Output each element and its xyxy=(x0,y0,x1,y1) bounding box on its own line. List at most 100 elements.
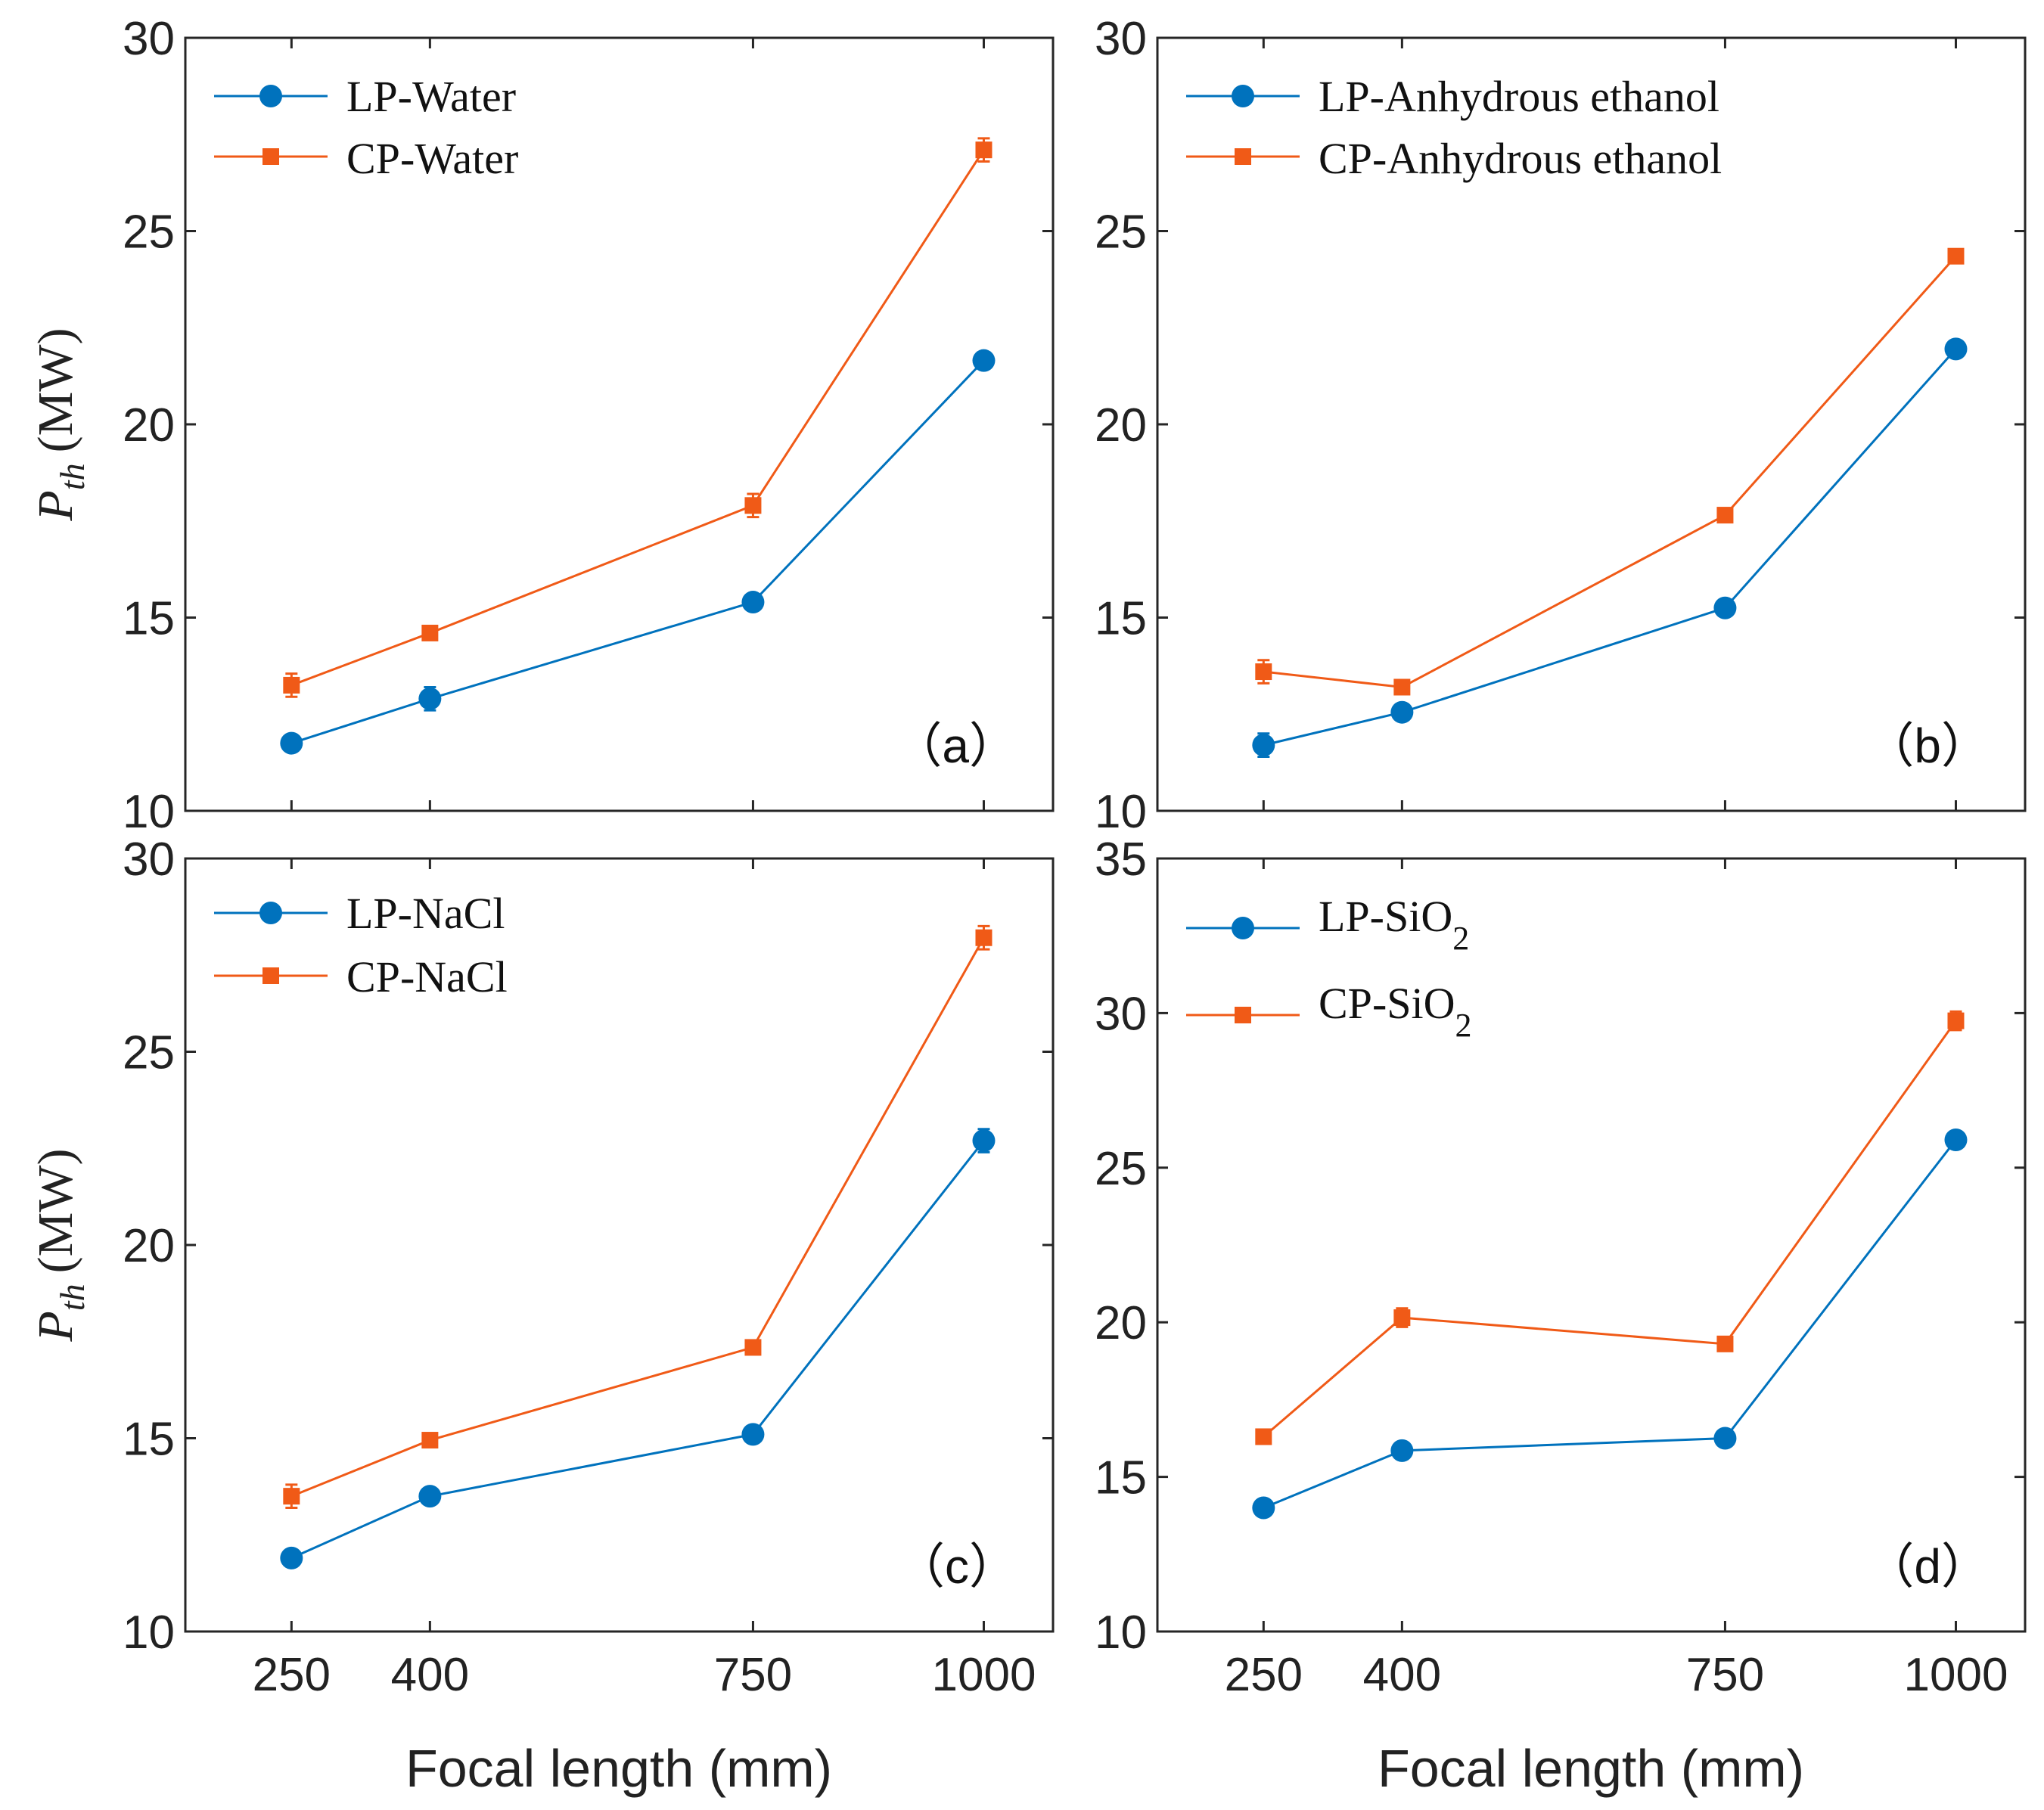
y-tick-label: 30 xyxy=(1095,13,1147,65)
y-tick-label: 20 xyxy=(123,1220,175,1272)
y-tick-label: 20 xyxy=(1095,399,1147,452)
legend-lp-marker xyxy=(1232,85,1254,107)
x-axis-label-left: Focal length (mm) xyxy=(405,1739,832,1798)
legend-lp-marker xyxy=(259,902,282,924)
data-point-lp xyxy=(1252,1496,1275,1520)
series-line-lp xyxy=(290,359,985,745)
x-tick-label: 400 xyxy=(1363,1649,1441,1701)
series-line-cp xyxy=(290,149,985,687)
data-point-cp xyxy=(1716,507,1734,524)
y-tick-label: 20 xyxy=(1095,1297,1147,1349)
y-tick-label: 30 xyxy=(123,834,175,886)
data-point-lp xyxy=(1390,1439,1414,1462)
x-tick-label: 250 xyxy=(253,1649,331,1701)
data-point-cp xyxy=(1255,663,1272,681)
series-line-cp xyxy=(1263,1020,1957,1438)
data-point-lp xyxy=(1252,734,1275,757)
legend-cp-ethanol-label: CP-Anhydrous ethanol xyxy=(1319,134,1722,183)
data-point-lp xyxy=(1713,1427,1737,1450)
y-tick-label: 25 xyxy=(1095,1143,1147,1195)
legend-cp-water-label: CP-Water xyxy=(346,134,518,183)
x-tick-label: 1000 xyxy=(1904,1649,2008,1701)
legend-lp-water-label: LP-Water xyxy=(346,72,516,121)
series-line-cp xyxy=(290,937,985,1498)
panel-a-legend: LP-Water CP-Water xyxy=(214,72,518,183)
data-point-cp xyxy=(744,497,762,514)
panel-b: 10 15 20 25 30 LP-Anhydrous ethanol CP-Anhyd… xyxy=(1095,13,2027,838)
legend-lp-marker xyxy=(1232,917,1254,939)
panel-d-label: （d） xyxy=(1865,1539,1990,1594)
panel-d-frame xyxy=(1156,857,2027,1633)
legend-lp-ethanol-label: LP-Anhydrous ethanol xyxy=(1319,72,1719,121)
data-point-lp xyxy=(418,687,442,710)
x-tick-label: 750 xyxy=(1686,1649,1764,1701)
legend-cp-marker xyxy=(1235,1007,1251,1023)
panel-a-marks: 10 15 20 25 30 xyxy=(123,13,1053,838)
data-point-lp xyxy=(1944,1129,1968,1152)
legend-cp-sio2-sub: 2 xyxy=(1455,1007,1472,1044)
y-tick-label: 25 xyxy=(1095,206,1147,259)
legend-cp-marker xyxy=(262,967,279,984)
data-point-lp xyxy=(741,591,765,614)
data-point-cp xyxy=(744,1339,762,1356)
x-tick-label: 1000 xyxy=(932,1649,1036,1701)
panel-c-label: （c） xyxy=(896,1539,1017,1594)
y-tick-label: 25 xyxy=(123,1027,175,1079)
data-point-cp xyxy=(283,676,300,694)
data-point-cp xyxy=(421,624,439,641)
panel-b-marks: 10 15 20 25 30 xyxy=(1095,13,2025,838)
data-point-lp xyxy=(1944,337,1968,361)
y-tick-label: 15 xyxy=(123,593,175,645)
x-tick-label: 250 xyxy=(1225,1649,1303,1701)
legend-lp-sio2-label: LP-SiO2 xyxy=(1319,892,1469,957)
series-line-lp xyxy=(1263,348,1957,747)
data-point-lp xyxy=(1390,700,1414,724)
data-point-cp xyxy=(975,141,992,159)
data-point-cp xyxy=(1947,1012,1965,1029)
data-point-lp xyxy=(418,1485,442,1508)
data-point-lp xyxy=(280,731,303,755)
panel-d-marks: 10 15 20 25 30 35 250 400 750 1000 xyxy=(1095,834,2025,1701)
y-tick-label: 30 xyxy=(1095,988,1147,1040)
data-point-cp xyxy=(1716,1335,1734,1352)
legend-cp-marker xyxy=(262,148,279,165)
data-point-lp xyxy=(972,1129,996,1153)
panel-b-label: （b） xyxy=(1865,719,1990,773)
panel-c-marks: 10 15 20 25 30 250 400 750 1000 xyxy=(123,834,1053,1701)
y-axis-label-top: Pth(MW) xyxy=(28,328,92,521)
data-point-lp xyxy=(1713,596,1737,619)
y-tick-label: 15 xyxy=(1095,1452,1147,1504)
y-tick-label: 10 xyxy=(123,786,175,838)
data-point-cp xyxy=(421,1432,439,1449)
panel-a-label: （a） xyxy=(893,719,1017,773)
panel-a: 10 15 20 25 30 LP-Water CP-Water （a） xyxy=(123,13,1055,838)
y-tick-label: 15 xyxy=(1095,593,1147,645)
panel-b-legend: LP-Anhydrous ethanol CP-Anhydrous ethano… xyxy=(1186,72,1722,183)
data-point-cp xyxy=(1393,1309,1411,1327)
data-point-lp xyxy=(280,1546,303,1569)
y-tick-label: 10 xyxy=(1095,786,1147,838)
legend-cp-marker xyxy=(1235,148,1251,165)
series-line-lp xyxy=(290,1140,985,1560)
x-axis-label-right: Focal length (mm) xyxy=(1378,1739,1804,1798)
data-point-cp xyxy=(283,1488,300,1505)
y-tick-label: 30 xyxy=(123,13,175,65)
legend-lp-marker xyxy=(259,85,282,107)
legend-cp-nacl-label: CP-NaCl xyxy=(346,952,508,1001)
legend-cp-sio2-main: CP-SiO xyxy=(1319,979,1455,1028)
panel-c-legend: LP-NaCl CP-NaCl xyxy=(214,889,508,1001)
y-tick-label: 35 xyxy=(1095,834,1147,886)
data-point-cp xyxy=(1255,1428,1272,1445)
data-point-lp xyxy=(741,1423,765,1446)
panel-d-legend: LP-SiO2 CP-SiO2 xyxy=(1186,892,1472,1044)
data-point-cp xyxy=(975,929,992,946)
y-tick-label: 25 xyxy=(123,206,175,259)
data-point-lp xyxy=(972,349,996,372)
y-axis-label-bottom: Pth(MW) xyxy=(28,1148,92,1342)
x-tick-label: 400 xyxy=(391,1649,469,1701)
legend-lp-sio2-sub: 2 xyxy=(1452,920,1469,957)
legend-cp-sio2-label: CP-SiO2 xyxy=(1319,979,1472,1044)
